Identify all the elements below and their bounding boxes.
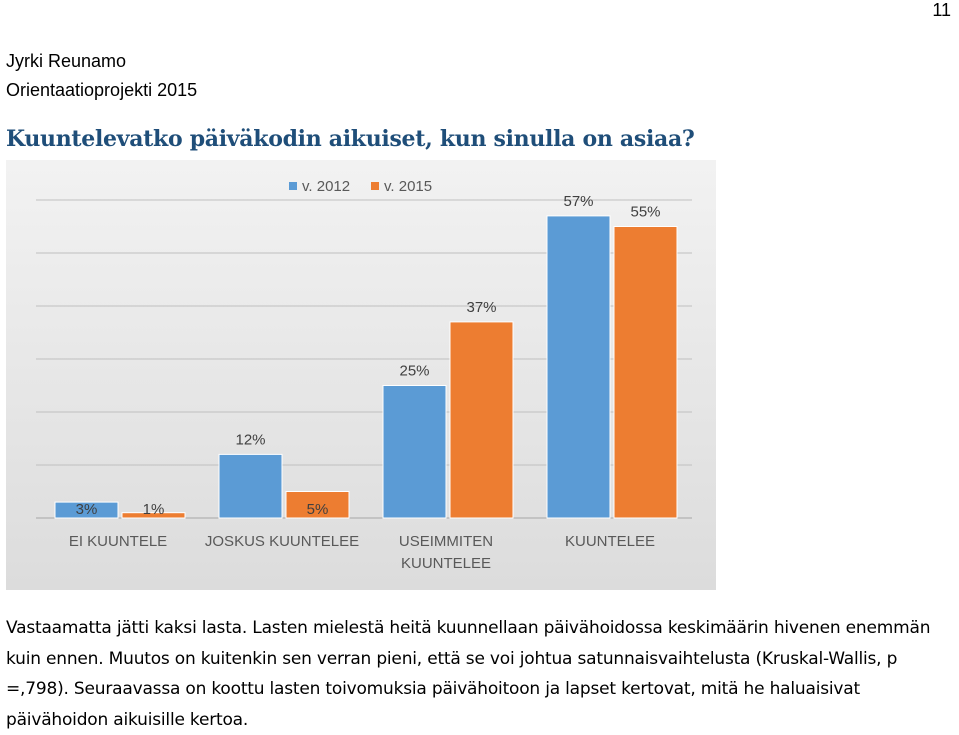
header-block: Jyrki Reunamo Orientaatioprojekti 2015 — [6, 47, 197, 105]
page-number: 11 — [932, 0, 951, 20]
data-label: 1% — [143, 501, 165, 518]
author-name: Jyrki Reunamo — [6, 51, 127, 71]
data-label: 37% — [466, 299, 496, 316]
legend-swatch — [289, 182, 297, 190]
data-label: 25% — [399, 363, 429, 380]
project-name: Orientaatioprojekti 2015 — [6, 80, 198, 100]
legend-label: v. 2012 — [302, 178, 350, 195]
bar-chart: v. 2012 v. 2015 3% 1% EI KUUNTELE 12% 5% JOSKUS… — [6, 160, 716, 590]
chart-title: Kuuntelevatko päiväkodin aikuiset, kun s… — [6, 126, 695, 152]
category-label: EI KUUNTELE — [69, 533, 167, 550]
data-label: 3% — [76, 501, 98, 518]
bar — [546, 215, 611, 519]
bar — [613, 226, 678, 519]
legend-label: v. 2015 — [384, 178, 432, 195]
legend-swatch — [371, 182, 379, 190]
data-label: 5% — [307, 501, 329, 518]
category-label: KUUNTELEE — [565, 533, 655, 550]
data-label: 57% — [563, 193, 593, 210]
category-label: JOSKUS KUUNTELEE — [205, 533, 359, 550]
data-label: 55% — [630, 204, 660, 221]
category-label: USEIMMITEN — [399, 533, 493, 550]
bar — [449, 321, 514, 519]
bar — [121, 512, 186, 519]
data-label: 12% — [235, 431, 265, 448]
body-text: Vastaamatta jätti kaksi lasta. Lasten mi… — [6, 613, 951, 735]
chart-svg: v. 2012 v. 2015 3% 1% EI KUUNTELE 12% 5% JOSKUS… — [36, 178, 692, 572]
bar — [54, 501, 119, 519]
bar — [382, 385, 447, 519]
category-label: KUUNTELEE — [401, 555, 491, 572]
bar — [285, 491, 350, 519]
body-paragraph: Vastaamatta jätti kaksi lasta. Lasten mi… — [6, 618, 931, 730]
bar — [218, 453, 283, 519]
